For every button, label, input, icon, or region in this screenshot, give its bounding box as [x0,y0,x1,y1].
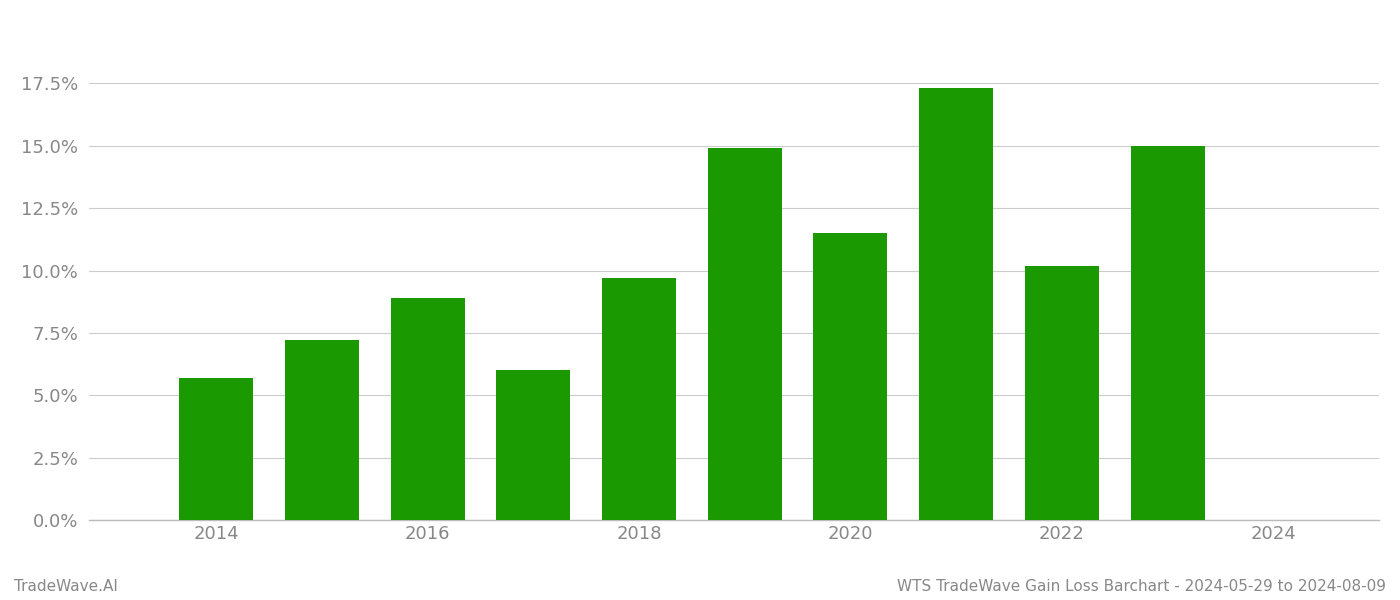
Bar [391,298,465,520]
Bar [179,378,253,520]
Bar [496,370,570,520]
Text: TradeWave.AI: TradeWave.AI [14,579,118,594]
Bar [284,340,358,520]
Bar [1025,266,1099,520]
Text: WTS TradeWave Gain Loss Barchart - 2024-05-29 to 2024-08-09: WTS TradeWave Gain Loss Barchart - 2024-… [897,579,1386,594]
Bar [920,88,993,520]
Bar [1131,146,1205,520]
Bar [708,148,781,520]
Bar [813,233,888,520]
Bar [602,278,676,520]
